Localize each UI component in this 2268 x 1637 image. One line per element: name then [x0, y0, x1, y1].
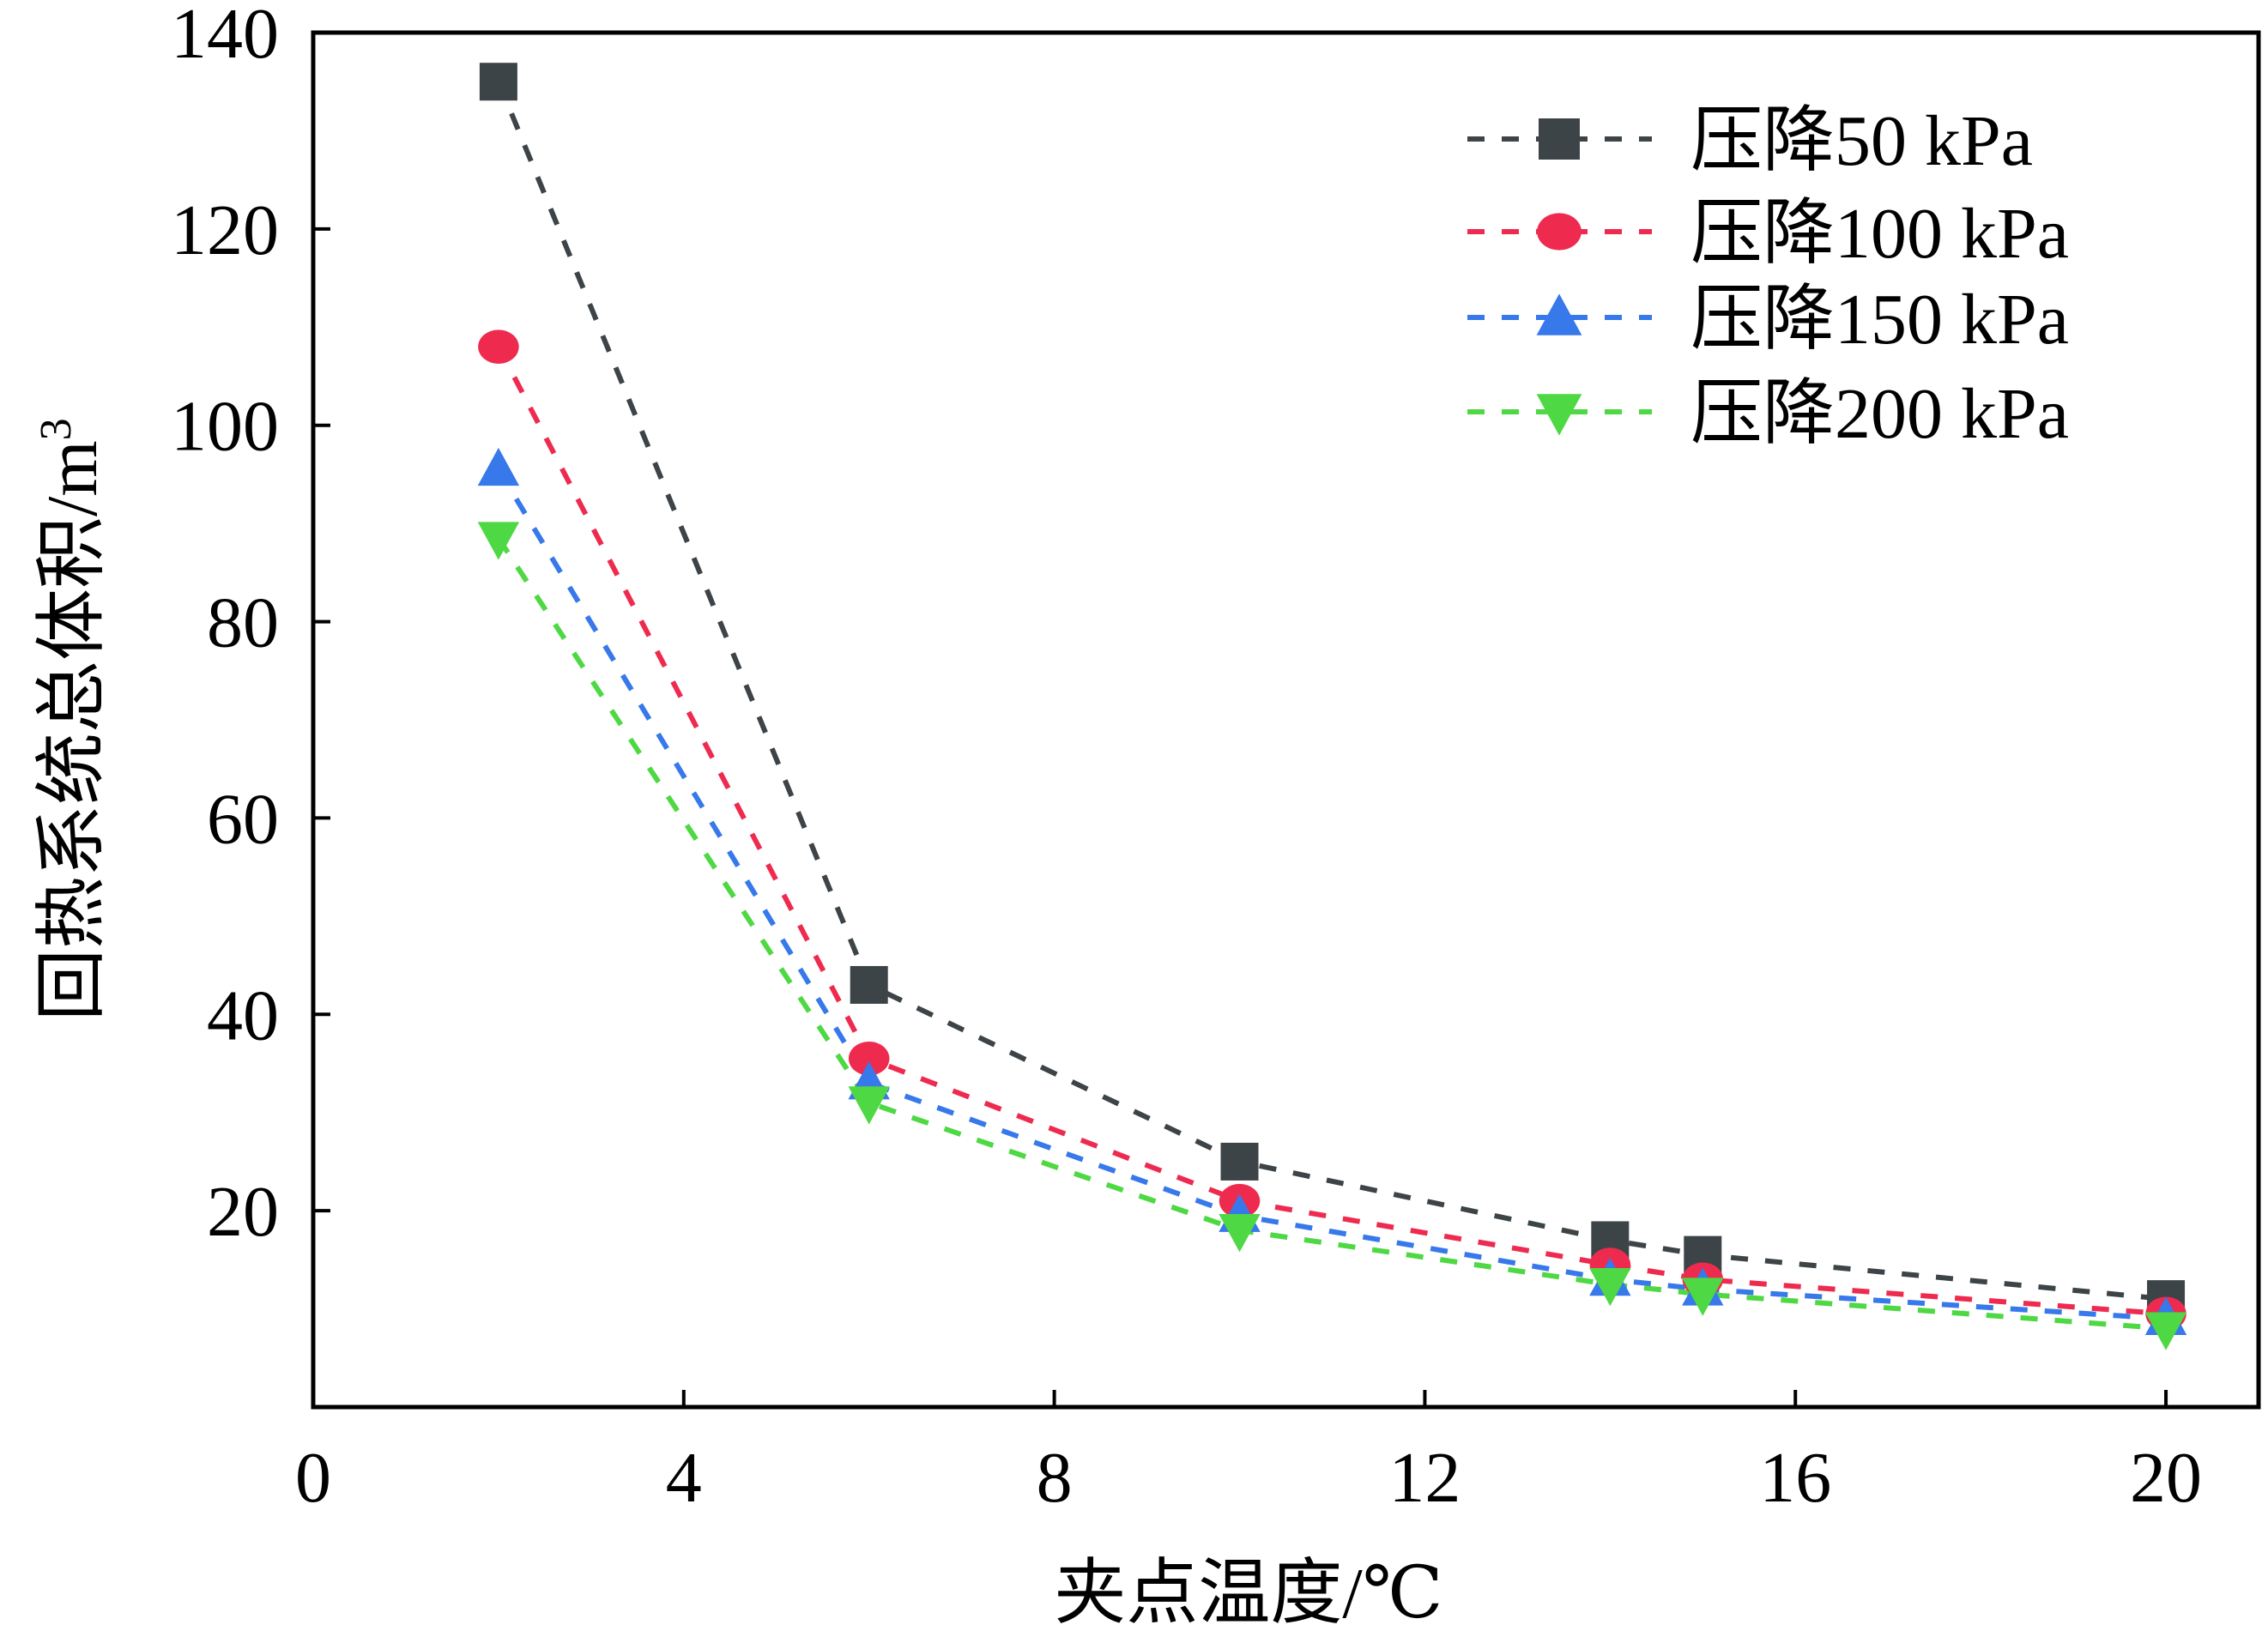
y-axis-label-text: 回热系统总体积/m: [33, 440, 112, 1021]
legend-label-1: 压降50 kPa: [1690, 101, 2033, 181]
plot-frame: [311, 30, 2261, 1410]
data-point-series-4: [1219, 1214, 1261, 1253]
y-tick-label: 80: [207, 583, 279, 663]
legend-label-3: 压降150 kPa: [1690, 280, 2069, 359]
x-tick-label: 8: [1037, 1438, 1073, 1518]
x-tick-label: 0: [295, 1438, 331, 1518]
x-tick-label: 12: [1388, 1438, 1461, 1518]
series-line-4: [496, 536, 2167, 1332]
data-point-series-4: [477, 522, 520, 560]
y-tick-label: 140: [171, 0, 279, 74]
y-axis-label: 回热系统总体积/m3: [32, 418, 112, 1021]
data-point-series-1: [479, 63, 517, 101]
x-tick-label: 16: [1759, 1438, 1831, 1518]
y-tick-label: 120: [171, 190, 279, 270]
x-axis-label: 夹点温度/℃: [1054, 1554, 1442, 1634]
series-markers: [477, 63, 2187, 1350]
legend-marker-2: [1537, 213, 1582, 251]
data-point-series-1: [850, 965, 888, 1004]
legend-marker-3: [1536, 293, 1582, 335]
series-line-3: [496, 468, 2167, 1321]
legend-marker-4: [1536, 394, 1582, 436]
data-point-series-4: [1682, 1278, 1724, 1316]
series-line-2: [496, 345, 2167, 1317]
x-tick-label: 4: [666, 1438, 702, 1518]
data-point-series-2: [478, 329, 519, 364]
data-point-series-1: [1220, 1142, 1259, 1181]
series-line-1: [496, 81, 2167, 1302]
data-point-series-2: [848, 1041, 890, 1076]
y-tick-label: 20: [207, 1172, 279, 1252]
data-point-series-4: [848, 1086, 890, 1125]
y-axis-label-superscript: 3: [32, 418, 81, 440]
legend-label-2: 压降100 kPa: [1690, 194, 2069, 274]
data-point-series-3: [477, 447, 520, 486]
series-lines: [496, 81, 2167, 1332]
legend-label-4: 压降200 kPa: [1690, 374, 2069, 454]
y-tick-label: 40: [207, 976, 279, 1055]
y-tick-label: 60: [207, 779, 279, 859]
data-point-series-4: [1589, 1267, 1631, 1307]
x-tick-label: 20: [2130, 1438, 2202, 1518]
y-tick-label: 100: [171, 387, 279, 467]
data-point-series-4: [2144, 1312, 2187, 1350]
axis-ticks: 0 4 8 12 16 20 20 40 60 80 100 120 140: [171, 0, 2202, 1518]
legend-marker-1: [1539, 118, 1580, 160]
